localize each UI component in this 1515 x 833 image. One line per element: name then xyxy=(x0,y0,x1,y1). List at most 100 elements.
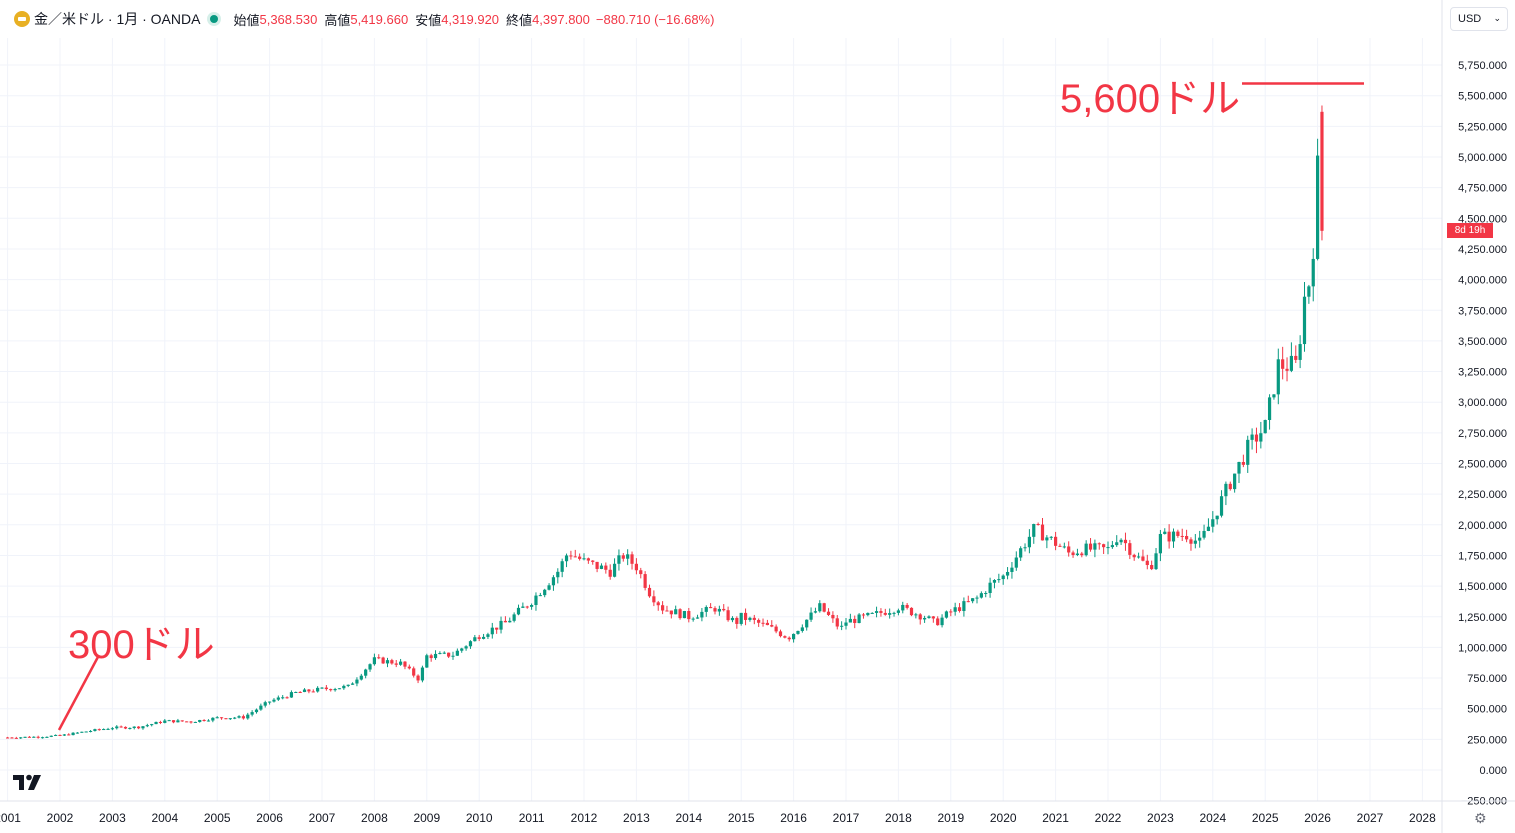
time-tick-label: 2020 xyxy=(990,811,1017,825)
candle-body xyxy=(743,612,748,620)
time-tick-label: 2026 xyxy=(1304,811,1331,825)
candle-body xyxy=(879,611,883,613)
open-label: 始値 xyxy=(233,12,260,28)
price-axis[interactable]: −250.000 0.000 250.000 500.000 750.000 1,000.… xyxy=(1441,0,1507,833)
candle-body xyxy=(909,607,914,616)
candle-body xyxy=(1102,544,1106,548)
candle-body xyxy=(377,657,381,659)
candle-body xyxy=(626,554,630,559)
candle-body xyxy=(193,721,197,723)
time-tick-label: 2024 xyxy=(1199,811,1226,825)
price-tick-label: 5,500.000 xyxy=(1458,91,1507,103)
time-tick-label: 2015 xyxy=(728,811,755,825)
tradingview-logo-icon[interactable] xyxy=(13,773,45,791)
currency-label: USD xyxy=(1458,13,1482,25)
candle-body xyxy=(975,597,979,599)
candle-body xyxy=(796,630,800,634)
candle-body xyxy=(237,716,241,718)
candle-body xyxy=(678,609,682,619)
candle-body xyxy=(826,611,831,615)
candle-body xyxy=(534,595,538,606)
candle-body xyxy=(215,717,219,719)
candle-body xyxy=(687,611,691,620)
candle-body xyxy=(508,620,512,623)
candle-body xyxy=(551,577,556,586)
candle-body xyxy=(1106,547,1110,549)
candle-body xyxy=(665,610,669,612)
candle-body xyxy=(761,622,765,624)
time-tick-label: 2018 xyxy=(885,811,912,825)
candle-body xyxy=(1067,546,1071,553)
candle-body xyxy=(27,736,32,738)
candle-body xyxy=(848,618,852,623)
candle-body xyxy=(254,709,259,713)
candle-body xyxy=(180,720,184,722)
candle-body xyxy=(1027,536,1031,548)
candle-body xyxy=(979,593,983,598)
candle-body xyxy=(228,718,232,720)
candle-body xyxy=(442,652,446,654)
candle-body xyxy=(608,569,612,577)
candle-body xyxy=(71,732,75,736)
symbol-title[interactable]: 金／米ドル · 1月 · OANDA xyxy=(34,11,201,27)
candle-body xyxy=(1010,567,1014,572)
candle-body xyxy=(390,660,394,664)
candle-body xyxy=(1263,419,1267,434)
candle-body xyxy=(1237,461,1241,474)
time-tick-label: 2001 xyxy=(0,811,21,825)
candle-body xyxy=(1180,535,1184,537)
candle-body xyxy=(1241,461,1245,465)
candle-body xyxy=(1250,434,1254,440)
candle-body xyxy=(75,732,80,734)
candle-body xyxy=(752,617,756,620)
candle-body xyxy=(717,608,721,612)
currency-selector[interactable]: USD ⌄ xyxy=(1450,7,1508,31)
candle-body xyxy=(936,618,940,626)
candle-body xyxy=(150,724,154,726)
settings-gear-icon[interactable]: ⚙ xyxy=(1474,810,1487,826)
time-tick-label: 2013 xyxy=(623,811,650,825)
candle-body xyxy=(372,657,376,665)
price-tick-label: 250.000 xyxy=(1467,734,1507,746)
candle-body xyxy=(1311,258,1315,287)
time-axis[interactable]: 2001 2002 2003 2004 2005 2006 2007 2008 2009 2010… xyxy=(0,800,1515,825)
candle-body xyxy=(586,558,590,561)
candle-body xyxy=(691,618,695,620)
candle-body xyxy=(940,617,944,626)
candle-body xyxy=(674,609,678,615)
candle-body xyxy=(132,726,136,728)
candle-body xyxy=(813,611,818,613)
candle-body xyxy=(1281,359,1285,369)
candle-body xyxy=(110,728,114,730)
candle-body xyxy=(1115,542,1119,546)
candle-body xyxy=(1219,496,1224,516)
candle-body xyxy=(425,655,429,668)
candle-body xyxy=(1136,556,1141,558)
candle-body xyxy=(578,556,582,559)
candle-body xyxy=(54,734,58,736)
candle-body xyxy=(145,725,149,727)
candle-body xyxy=(748,617,752,620)
candle-body xyxy=(97,729,101,731)
candle-body xyxy=(1032,523,1036,537)
time-tick-label: 2021 xyxy=(1042,811,1069,825)
candle-body xyxy=(883,612,887,615)
candle-body xyxy=(1224,483,1228,497)
candle-body xyxy=(669,610,673,615)
candle-body xyxy=(840,625,844,627)
price-tick-label: 3,250.000 xyxy=(1458,367,1507,379)
candle-body xyxy=(634,563,638,571)
price-tick-label: 2,250.000 xyxy=(1458,489,1507,501)
candle-body xyxy=(822,603,826,612)
time-tick-label: 2002 xyxy=(47,811,74,825)
time-tick-label: 2027 xyxy=(1357,811,1384,825)
price-tick-label: −250.000 xyxy=(1461,796,1507,808)
candle-body xyxy=(1302,296,1307,345)
candle-body xyxy=(298,691,302,693)
candle-body xyxy=(722,608,726,611)
candle-body xyxy=(115,726,119,729)
chart-header: 金／米ドル · 1月 · OANDA 始値 5,368.530 高値 5,419… xyxy=(0,0,1440,38)
candle-body xyxy=(984,593,988,595)
candle-body xyxy=(604,565,608,570)
